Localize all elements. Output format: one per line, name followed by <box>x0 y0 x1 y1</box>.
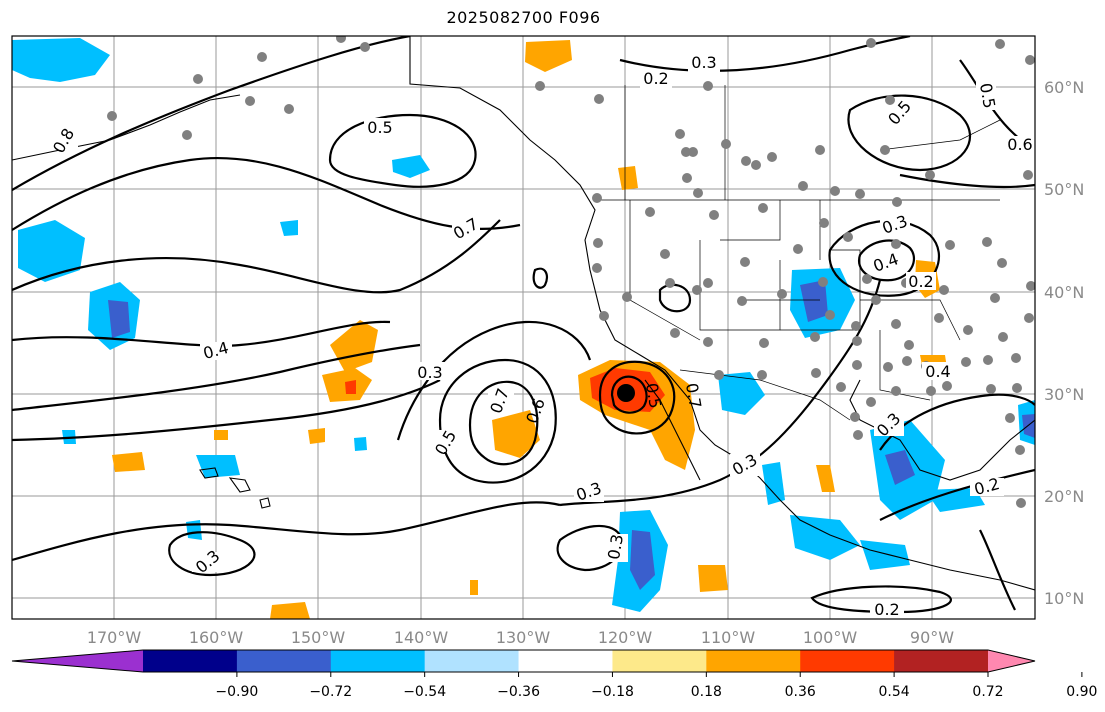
lon-label: 170°W <box>87 628 142 647</box>
contour-label: 0.5 <box>976 82 999 110</box>
colorbar-tick-label: 0.54 <box>879 684 910 700</box>
colorbar-swatch <box>612 650 707 672</box>
contour-label: 0.3 <box>417 363 442 382</box>
contour-label: 0.2 <box>908 272 933 291</box>
contour-label: 0.5 <box>367 118 392 137</box>
negative-shading <box>12 38 1035 612</box>
contour-label: 0.2 <box>874 600 899 619</box>
colorbar-tick-label: −0.36 <box>497 684 540 700</box>
lat-label: 10°N <box>1044 589 1084 608</box>
contour-label: 0.7 <box>682 382 705 410</box>
colorbar-swatch <box>800 650 895 672</box>
colorbar-tick-label: −0.72 <box>309 684 352 700</box>
lat-label: 50°N <box>1044 180 1084 199</box>
lon-label: 140°W <box>394 628 449 647</box>
colorbar-tick-label: 0.36 <box>785 684 816 700</box>
lon-label: 160°W <box>189 628 244 647</box>
lon-label: 90°W <box>910 628 954 647</box>
lon-label: 110°W <box>701 628 756 647</box>
lat-label: 30°N <box>1044 385 1084 404</box>
colorbar-swatch <box>424 650 520 672</box>
lon-label: 130°W <box>496 628 551 647</box>
lat-label: 60°N <box>1044 78 1084 97</box>
longitude-labels: 170°W 160°W 150°W 140°W 130°W 120°W 110°… <box>87 628 954 647</box>
max-marker <box>617 384 635 402</box>
contour-label: 0.3 <box>604 533 627 561</box>
colorbar-swatch <box>236 650 332 672</box>
colorbar-swatch <box>518 650 613 672</box>
colorbar-tick-label: 0.18 <box>691 684 722 700</box>
colorbar-swatch <box>706 650 801 672</box>
colorbar-tick-label: 0.90 <box>1066 684 1097 700</box>
lat-label: 40°N <box>1044 283 1084 302</box>
lat-label: 20°N <box>1044 487 1084 506</box>
colorbar-tick-label: −0.54 <box>403 684 446 700</box>
positive-shading <box>112 40 948 619</box>
lon-label: 120°W <box>598 628 653 647</box>
lon-label: 150°W <box>291 628 346 647</box>
colorbar-extend-high <box>988 650 1035 672</box>
colorbar-extend-low <box>12 650 143 672</box>
map-title: 2025082700 F096 <box>446 8 601 27</box>
contour-lines <box>12 36 1035 614</box>
colorbar-tick-label: 0.72 <box>972 684 1003 700</box>
contour-label: 0.2 <box>643 69 668 88</box>
contour-label: 0.6 <box>1007 135 1032 154</box>
colorbar-swatch <box>330 650 426 672</box>
station-markers <box>107 36 1035 508</box>
colorbar: −0.90 −0.72 −0.54 −0.36 −0.18 0.18 0.36 0.54 0.7… <box>11 649 1097 700</box>
lon-label: 100°W <box>803 628 858 647</box>
contour-label: 0.5 <box>642 382 665 410</box>
contour-label: 0.3 <box>691 53 716 72</box>
colorbar-swatch <box>894 650 989 672</box>
colorbar-tick-label: −0.18 <box>591 684 634 700</box>
contour-label: 0.4 <box>925 362 950 381</box>
colorbar-tick-label: −0.90 <box>215 684 258 700</box>
coastlines <box>12 36 1035 591</box>
colorbar-swatch <box>143 650 238 672</box>
latitude-labels: 60°N 50°N 40°N 30°N 20°N 10°N <box>1044 78 1084 608</box>
map-frame <box>11 35 1036 620</box>
